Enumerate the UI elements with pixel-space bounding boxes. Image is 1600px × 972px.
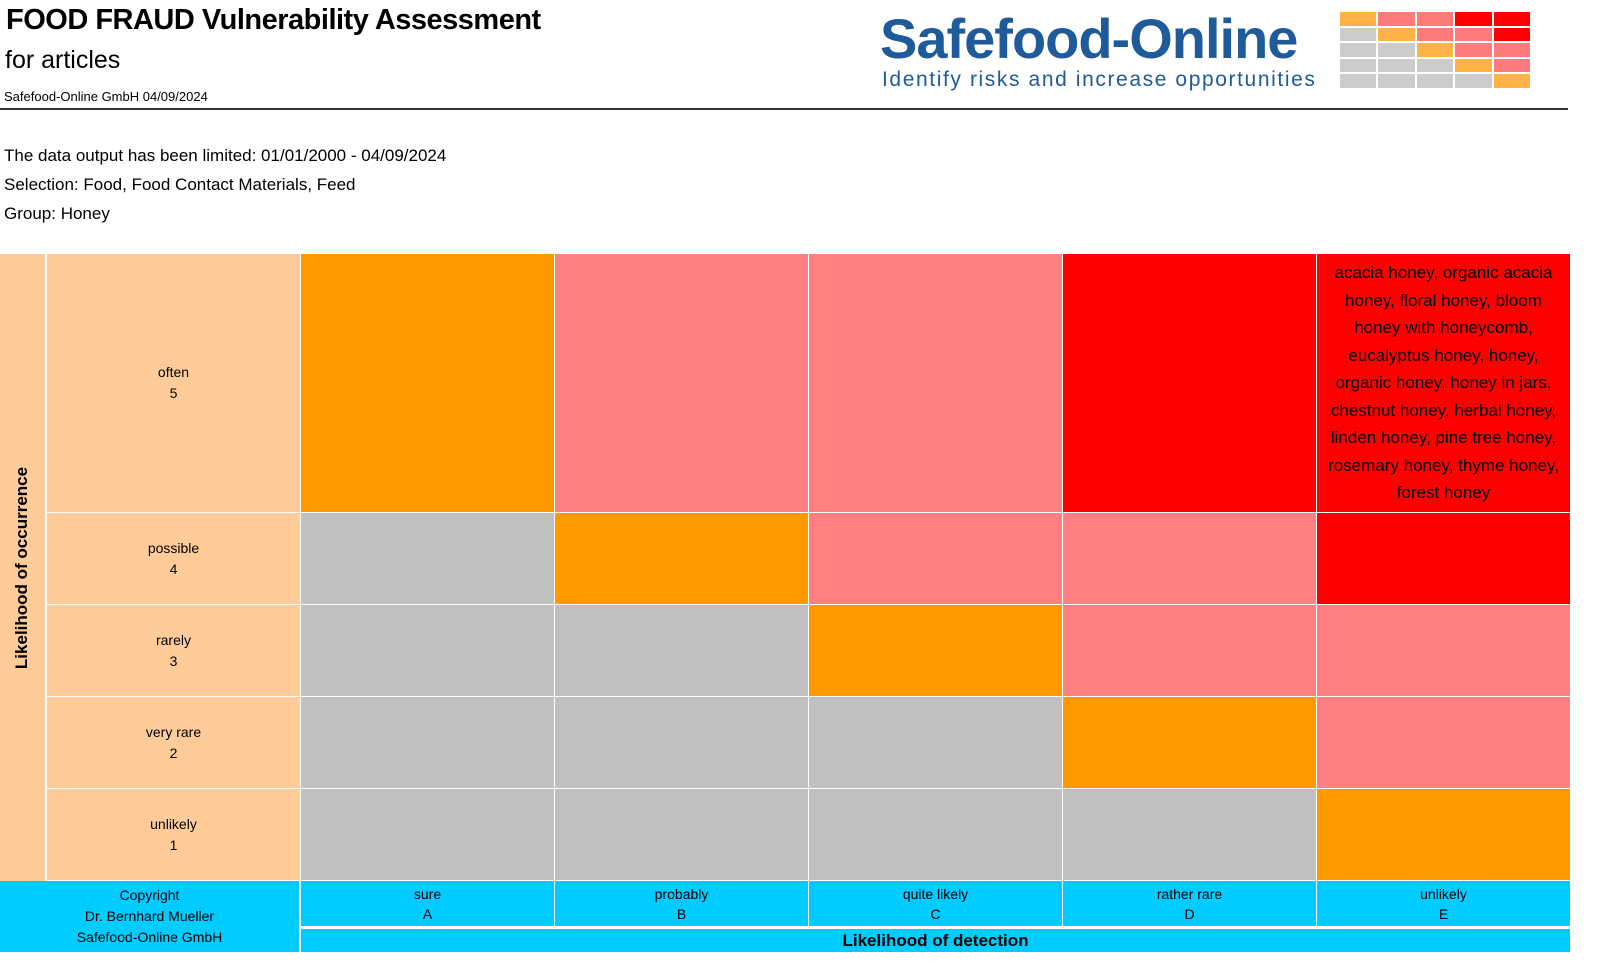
matrix-cell: [555, 697, 809, 789]
matrix-cell: [555, 254, 809, 513]
logo-square: [1416, 74, 1454, 88]
row-label: rarely 3: [47, 605, 301, 697]
date-limit: The data output has been limited: 01/01/…: [4, 146, 447, 165]
matrix-cell: [555, 513, 809, 605]
logo-square: [1493, 74, 1530, 88]
copyright: Copyright Dr. Bernhard Mueller Safefood-On…: [0, 881, 301, 953]
logo-square: [1416, 58, 1454, 73]
header-divider: [0, 108, 1568, 110]
matrix-cell: [809, 789, 1063, 881]
row-label: possible 4: [47, 513, 301, 605]
logo-square: [1340, 12, 1377, 26]
logo-square: [1416, 12, 1454, 26]
x-axis-label: Likelihood of detection: [301, 927, 1571, 953]
byline: Safefood-Online GmbH 04/09/2024: [4, 89, 208, 104]
logo-square: [1378, 27, 1415, 42]
matrix-cell-items: acacia honey, organic acacia honey, flor…: [1317, 254, 1571, 513]
matrix-cell: [1317, 789, 1571, 881]
column-label: quite likely C: [809, 881, 1063, 927]
logo-square: [1378, 58, 1415, 73]
matrix-cell: [1317, 697, 1571, 789]
logo-square: [1455, 74, 1492, 88]
row-label: unlikely 1: [47, 789, 301, 881]
matrix-cell: [1063, 513, 1317, 605]
logo-square: [1493, 12, 1530, 26]
logo-square: [1340, 74, 1377, 88]
column-label: sure A: [301, 881, 555, 927]
matrix-cell: [1063, 789, 1317, 881]
logo-square: [1455, 27, 1492, 42]
logo-square: [1493, 27, 1530, 42]
logo-square: [1493, 58, 1530, 73]
matrix-cell: [1063, 605, 1317, 697]
row-label: very rare 2: [47, 697, 301, 789]
matrix-cell: [301, 789, 555, 881]
logo-square: [1416, 27, 1454, 42]
logo-square: [1416, 43, 1454, 57]
risk-matrix: Likelihood of occurrence Copyright Dr. Be…: [0, 254, 1571, 953]
matrix-cell: [1317, 605, 1571, 697]
matrix-cell: [301, 605, 555, 697]
page-title: FOOD FRAUD Vulnerability Assessment: [6, 4, 541, 36]
logo-square: [1455, 58, 1492, 73]
logo-square: [1455, 12, 1492, 26]
logo-matrix-icon: [1340, 12, 1530, 88]
matrix-cell: [301, 254, 555, 513]
logo-square: [1340, 58, 1377, 73]
matrix-cell: [301, 513, 555, 605]
matrix-cell: [1317, 513, 1571, 605]
logo-square: [1378, 74, 1415, 88]
logo-square: [1378, 12, 1415, 26]
page-subtitle: for articles: [5, 46, 121, 74]
column-label: rather rare D: [1063, 881, 1317, 927]
logo-square: [1378, 43, 1415, 57]
logo-name: Safefood-Online: [880, 7, 1298, 70]
logo-square: [1340, 43, 1377, 57]
matrix-cell: [555, 605, 809, 697]
selection: Selection: Food, Food Contact Materials,…: [4, 175, 356, 194]
logo-tagline: Identify risks and increase opportunitie…: [882, 68, 1317, 91]
column-label: probably B: [555, 881, 809, 927]
matrix-cell: [809, 697, 1063, 789]
column-label: unlikely E: [1317, 881, 1571, 927]
report-info: The data output has been limited: 01/01/…: [4, 141, 446, 228]
matrix-cell: [301, 697, 555, 789]
y-axis-label: Likelihood of occurrence: [0, 254, 47, 881]
matrix-cell: [555, 789, 809, 881]
matrix-cell: [1063, 697, 1317, 789]
matrix-cell: [809, 513, 1063, 605]
logo-square: [1493, 43, 1530, 57]
matrix-cell: [809, 605, 1063, 697]
logo-square: [1455, 43, 1492, 57]
matrix-cell: [1063, 254, 1317, 513]
group: Group: Honey: [4, 204, 110, 223]
row-label: often 5: [47, 254, 301, 513]
matrix-cell: [809, 254, 1063, 513]
logo-square: [1340, 27, 1377, 42]
